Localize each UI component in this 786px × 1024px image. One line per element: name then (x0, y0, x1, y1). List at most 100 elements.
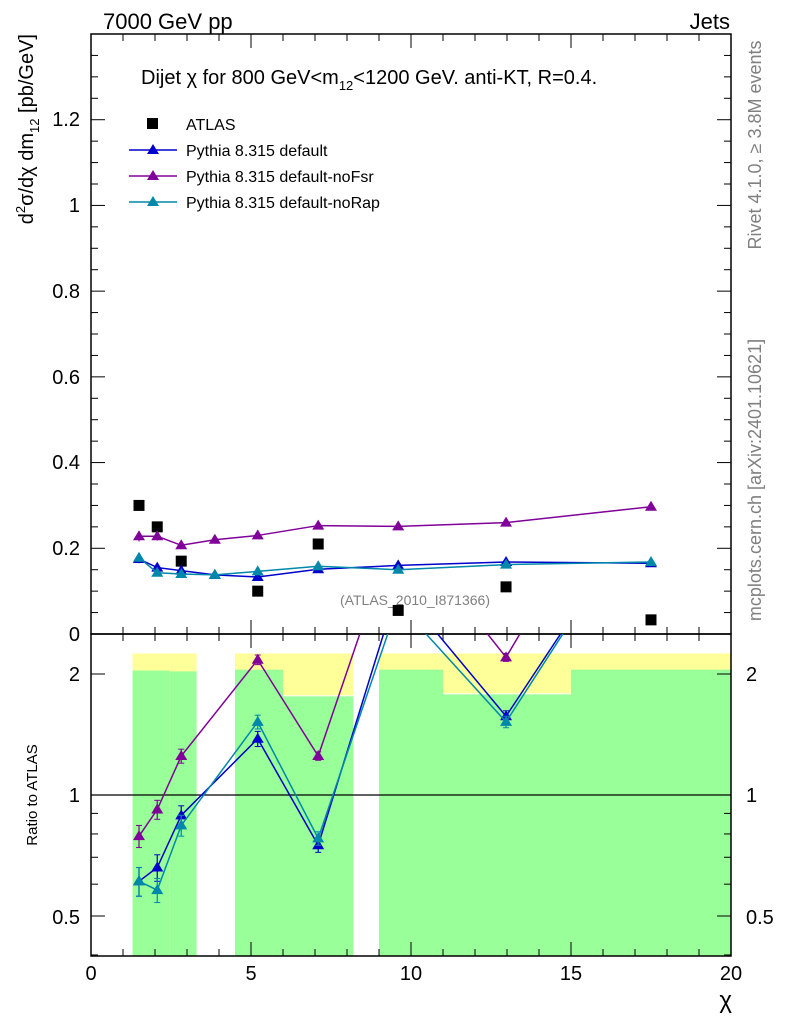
series-point (500, 558, 513, 569)
green-band (235, 669, 283, 956)
series-point (312, 519, 325, 530)
series-point (151, 530, 164, 541)
xtick-label: 20 (720, 963, 742, 985)
main-ytick-label: 1 (69, 195, 80, 217)
ratio-ytick-label-right: 1 (746, 785, 757, 807)
xtick-label: 0 (85, 963, 96, 985)
main-ytick-label: 0.8 (52, 281, 80, 303)
ratio-series-point (151, 861, 164, 872)
ratio-series-point (312, 750, 325, 761)
main-ytick-label: 0 (69, 624, 80, 646)
main-ytick-label: 1.2 (52, 109, 80, 131)
series-point (392, 563, 405, 574)
ratio-series-point (500, 651, 513, 662)
atlas-data-point (500, 581, 512, 593)
legend-label-atlas: ATLAS (186, 117, 236, 134)
ratio-series-point (175, 750, 188, 761)
ratio-y-axis-label: Ratio to ATLAS (24, 744, 41, 845)
ratio-uncertainty-bands (132, 653, 731, 956)
green-band (571, 669, 731, 956)
atlas-data-point (151, 521, 163, 533)
series-point (645, 500, 657, 511)
ratio-series-point (133, 830, 145, 841)
legend: ATLAS Pythia 8.315 default Pythia 8.315 … (129, 117, 380, 212)
ratio-series-point (151, 803, 164, 814)
atlas-data-point (312, 538, 324, 550)
ratio-ytick-label: 1 (69, 785, 80, 807)
legend-marker-atlas (147, 118, 158, 129)
ratio-series-line (138, 634, 562, 882)
series-point (151, 561, 164, 572)
xtick-label: 15 (560, 963, 582, 985)
x-tick-labels: 0 5 10 15 20 (85, 963, 742, 985)
plot-title: Dijet χ for 800 GeV<m12<1200 GeV. anti-K… (141, 67, 597, 93)
axis-ticks (90, 33, 732, 956)
legend-label-norap: Pythia 8.315 default-noRap (186, 195, 380, 212)
xtick-label: 5 (245, 963, 256, 985)
analysis-id-label: (ATLAS_2010_I871366) (340, 592, 490, 608)
series-point (208, 533, 221, 544)
green-band (283, 696, 354, 956)
atlas-data-point (133, 499, 145, 511)
series-point (208, 568, 221, 579)
main-ytick-label: 0.4 (52, 452, 80, 474)
main-ytick-label: 0.2 (52, 538, 80, 560)
legend-marker-norap (147, 196, 159, 206)
xtick-label: 10 (400, 963, 422, 985)
ratio-series-line (138, 634, 564, 892)
ratio-series-point (251, 732, 264, 743)
series-point (251, 565, 264, 576)
atlas-data-point (252, 585, 264, 597)
ratio-ytick-label: 2 (69, 664, 80, 686)
green-band (379, 669, 443, 956)
side-label-rivet: Rivet 4.1.0, ≥ 3.8M events (745, 41, 765, 250)
series-point (312, 560, 325, 571)
ratio-series-point (251, 715, 264, 726)
legend-marker-nofsr (147, 170, 159, 180)
main-y-tick-labels: 0 0.2 0.4 0.6 0.8 1 1.2 (52, 109, 80, 646)
main-ytick-label: 0.6 (52, 367, 80, 389)
series-point (645, 556, 657, 566)
ratio-series-point (392, 581, 404, 591)
series-point (151, 566, 164, 577)
ratio-series-point (645, 491, 657, 501)
ratio-series-point (500, 715, 513, 726)
atlas-data-point (175, 555, 187, 567)
ratio-series-point (133, 875, 145, 886)
atlas-data-point (645, 614, 657, 626)
series-point (500, 516, 513, 527)
ratio-ytick-label: 0.5 (52, 907, 80, 929)
main-y-axis-label: d2σ/dχ dm12 [pb/GeV] (13, 34, 42, 224)
ratio-series-point (251, 653, 264, 664)
ratio-series-group (133, 405, 657, 904)
ratio-series-point (312, 832, 325, 843)
header-energy-label: 7000 GeV pp (103, 9, 233, 34)
ratio-series-point (645, 491, 657, 501)
ratio-ytick-label-right: 2 (746, 664, 757, 686)
atlas-data-point (392, 604, 404, 616)
ratio-y-tick-labels: 0.5 1 2 0.5 1 2 (52, 664, 774, 929)
series-point (175, 568, 188, 578)
ratio-series-point (151, 884, 164, 895)
header-process-label: Jets (690, 9, 730, 34)
legend-label-nofsr: Pythia 8.315 default-noFsr (186, 169, 374, 186)
x-axis-label: χ (719, 987, 732, 1014)
ratio-ytick-label-right: 0.5 (746, 907, 774, 929)
series-point (392, 520, 405, 531)
ratio-series-point (175, 809, 188, 820)
series-point (251, 571, 264, 581)
green-band (132, 670, 170, 956)
legend-marker-default (147, 144, 159, 154)
yellow-band (283, 653, 354, 696)
legend-label-default: Pythia 8.315 default (186, 143, 328, 160)
side-label-mcplots: mcplots.cern.ch [arXiv:2401.10621] (745, 339, 765, 621)
series-point (251, 529, 264, 540)
series-point (175, 539, 188, 550)
ratio-series-line (138, 634, 521, 837)
ratio-series-point (175, 819, 188, 830)
main-series-group (133, 499, 657, 626)
ratio-series-point (645, 405, 657, 415)
series-point (133, 551, 145, 562)
green-band (443, 694, 571, 956)
